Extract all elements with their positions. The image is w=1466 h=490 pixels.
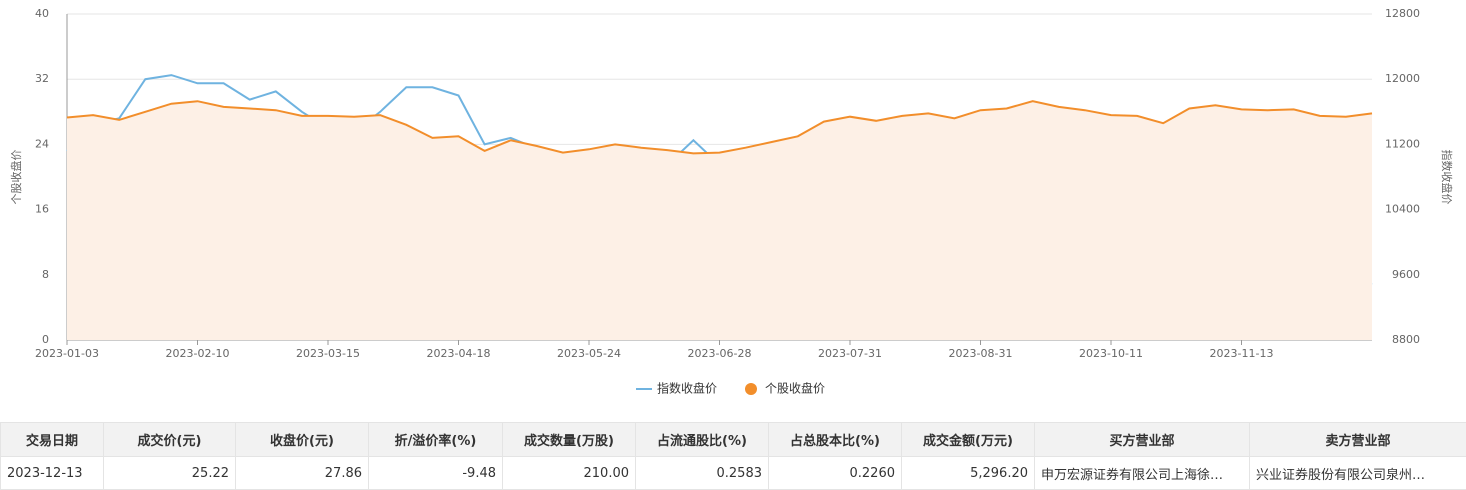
x-tick-label: 2023-01-03 [35, 347, 99, 360]
y2-tick-label: 11200 [1385, 137, 1420, 150]
header-row: 交易日期成交价(元)收盘价(元)折/溢价率(%)成交数量(万股)占流通股比(%)… [1, 423, 1466, 457]
x-tick-label: 2023-02-10 [166, 347, 230, 360]
x-tick-label: 2023-03-15 [296, 347, 360, 360]
x-tick-label: 2023-11-13 [1210, 347, 1274, 360]
column-header: 占流通股比(%) [636, 423, 769, 457]
column-header: 买方营业部 [1035, 423, 1250, 457]
y2-tick-label: 10400 [1385, 203, 1420, 216]
y-tick-label: 24 [35, 137, 49, 150]
table-cell: 25.22 [104, 457, 236, 490]
table-cell: -9.48 [369, 457, 503, 490]
table-cell: 27.86 [236, 457, 369, 490]
y-tick-label: 16 [35, 203, 49, 216]
table-cell: 0.2260 [769, 457, 902, 490]
column-header: 卖方营业部 [1250, 423, 1466, 457]
table-cell: 210.00 [503, 457, 636, 490]
y2-tick-label: 8800 [1392, 333, 1420, 346]
legend-item[interactable]: 个股收盘价 [745, 381, 825, 396]
x-tick-label: 2023-04-18 [427, 347, 491, 360]
column-header: 成交数量(万股) [503, 423, 636, 457]
x-tick-label: 2023-05-24 [557, 347, 621, 360]
column-header: 成交价(元) [104, 423, 236, 457]
y-tick-label: 8 [42, 268, 49, 281]
legend-label: 个股收盘价 [765, 381, 825, 396]
column-header: 成交金额(万元) [902, 423, 1035, 457]
legend-label: 指数收盘价 [657, 381, 717, 396]
table-cell: 申万宏源证券有限公司上海徐… [1035, 457, 1250, 490]
table-cell: 兴业证券股份有限公司泉州… [1250, 457, 1466, 490]
legend-item[interactable]: 指数收盘价 [636, 381, 717, 396]
x-tick-label: 2023-10-11 [1079, 347, 1143, 360]
y-tick-label: 40 [35, 7, 49, 20]
x-tick-label: 2023-07-31 [818, 347, 882, 360]
column-header: 收盘价(元) [236, 423, 369, 457]
column-header: 折/溢价率(%) [369, 423, 503, 457]
column-header: 占总股本比(%) [769, 423, 902, 457]
chart: 0 8 16 24 32 40 8800 9600 10400 11200 12000 12800 个股… [0, 0, 1466, 416]
y2-tick-label: 12000 [1385, 72, 1420, 85]
y2-tick-label: 9600 [1392, 268, 1420, 281]
y-tick-label: 0 [42, 333, 49, 346]
y-axis-title: 个股收盘价 [9, 150, 23, 205]
legend-symbol [745, 383, 757, 395]
x-tick-label: 2023-08-31 [949, 347, 1013, 360]
area [67, 101, 1372, 340]
y-tick-label: 32 [35, 72, 49, 85]
table-cell: 2023-12-13 [1, 457, 104, 490]
trade-table: 交易日期成交价(元)收盘价(元)折/溢价率(%)成交数量(万股)占流通股比(%)… [0, 422, 1466, 490]
table-cell: 0.2583 [636, 457, 769, 490]
y2-axis-title: 指数收盘价 [1440, 150, 1454, 205]
x-tick-label: 2023-06-28 [688, 347, 752, 360]
table-cell: 5,296.20 [902, 457, 1035, 490]
column-header: 交易日期 [1, 423, 104, 457]
y2-tick-label: 12800 [1385, 7, 1420, 20]
